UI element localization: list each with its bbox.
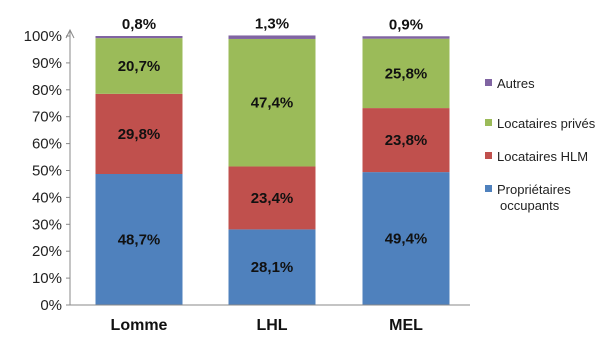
y-tick-label: 50% [32,163,62,180]
data-label: 0,9% [389,16,423,33]
legend: Autres Locataires privés Locataires HLM Pro… [485,76,596,213]
y-tick-label: 0% [40,297,62,314]
bar-segment [362,38,450,109]
bar-segment [362,172,450,305]
bar-segment [95,38,183,94]
data-label: 49,4% [385,231,428,248]
legend-label: Propriétaires occupants [497,182,571,213]
data-label: 48,7% [118,231,161,248]
y-tick-label: 80% [32,82,62,99]
y-axis: 0% 10% 20% 30% 40% 50% 60% 70% 80% 90% 100% [24,28,75,314]
data-label: 23,4% [251,190,294,207]
legend-swatch [485,79,492,86]
x-axis: Lomme LHL MEL [70,304,470,334]
data-label: 47,4% [251,95,294,112]
bar-segment [95,93,183,174]
y-tick-label: 20% [32,243,62,260]
y-axis-arrow [65,28,75,39]
data-label: 23,8% [385,132,428,149]
bar-segment [228,166,316,230]
legend-label: Locataires HLM [497,149,588,164]
data-label: 20,7% [118,58,161,75]
bar-segment [362,108,450,173]
y-tick-label: 100% [24,28,62,45]
data-label: 28,1% [251,259,294,276]
legend-swatch [485,185,492,192]
y-tick-label: 60% [32,136,62,153]
legend-label: Locataires privés [497,116,596,131]
bars: 48,7% 29,8% 20,7% 0,8% 28,1% 23,4% 47,4% 1,3% 49… [95,15,450,305]
y-tick-label: 30% [32,216,62,233]
legend-swatch [485,152,492,159]
category-label: LHL [256,317,287,334]
bar-segment [228,35,316,39]
data-label: 1,3% [255,15,289,32]
data-label: 25,8% [385,65,428,82]
category-label: Lomme [111,317,168,334]
bar-segment [362,36,450,39]
bar-segment [228,229,316,305]
bar-segment [228,38,316,167]
legend-label: Autres [497,76,535,91]
y-tick-label: 40% [32,189,62,206]
y-tick-label: 10% [32,270,62,287]
legend-swatch [485,119,492,126]
category-label: MEL [389,317,423,334]
bar-segment [95,173,183,305]
data-label: 29,8% [118,126,161,143]
y-tick-label: 70% [32,109,62,126]
bar-segment [95,36,183,39]
data-label: 0,8% [122,16,156,33]
y-tick-label: 90% [32,55,62,72]
